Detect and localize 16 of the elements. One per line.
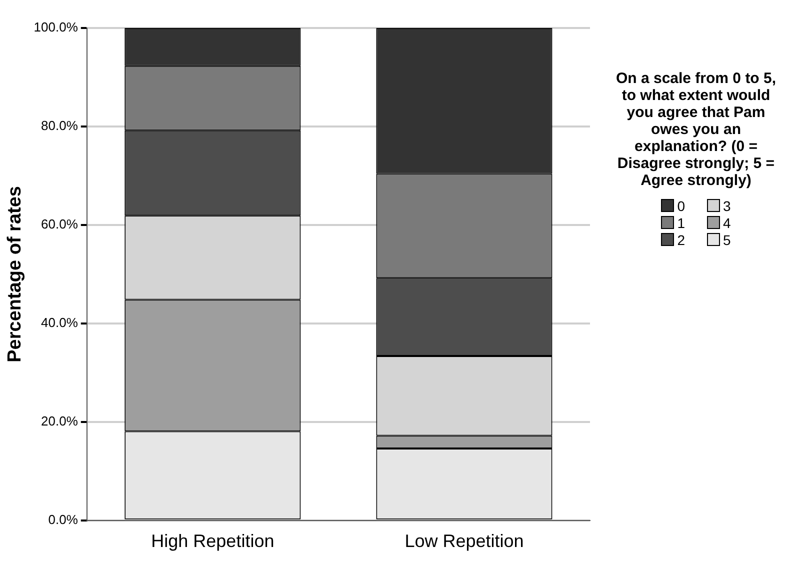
x-tick-label: Low Repetition <box>404 531 524 552</box>
x-tick-label: High Repetition <box>151 531 274 552</box>
y-tick-label: 0.0% <box>48 512 78 527</box>
legend-label: 4 <box>723 214 731 230</box>
y-axis-title: Percentage of rates <box>4 186 26 362</box>
y-tick-label: 40.0% <box>41 315 78 330</box>
legend-label: 3 <box>723 198 731 214</box>
y-tick-label: 100.0% <box>34 20 78 35</box>
legend-label: 1 <box>677 214 685 230</box>
legend-label: 2 <box>677 232 685 248</box>
legend-title: On a scale from 0 to 5, to what extent would you agree that Pam owes you an explanation? (0 = Disagree strongly; 5 = Agree strongly) <box>614 70 778 189</box>
legend-label: 0 <box>677 198 685 214</box>
y-tick-label: 80.0% <box>41 118 78 134</box>
legend-label: 5 <box>723 232 731 248</box>
y-tick-label: 60.0% <box>41 216 78 232</box>
y-tick-label: 20.0% <box>41 414 78 428</box>
